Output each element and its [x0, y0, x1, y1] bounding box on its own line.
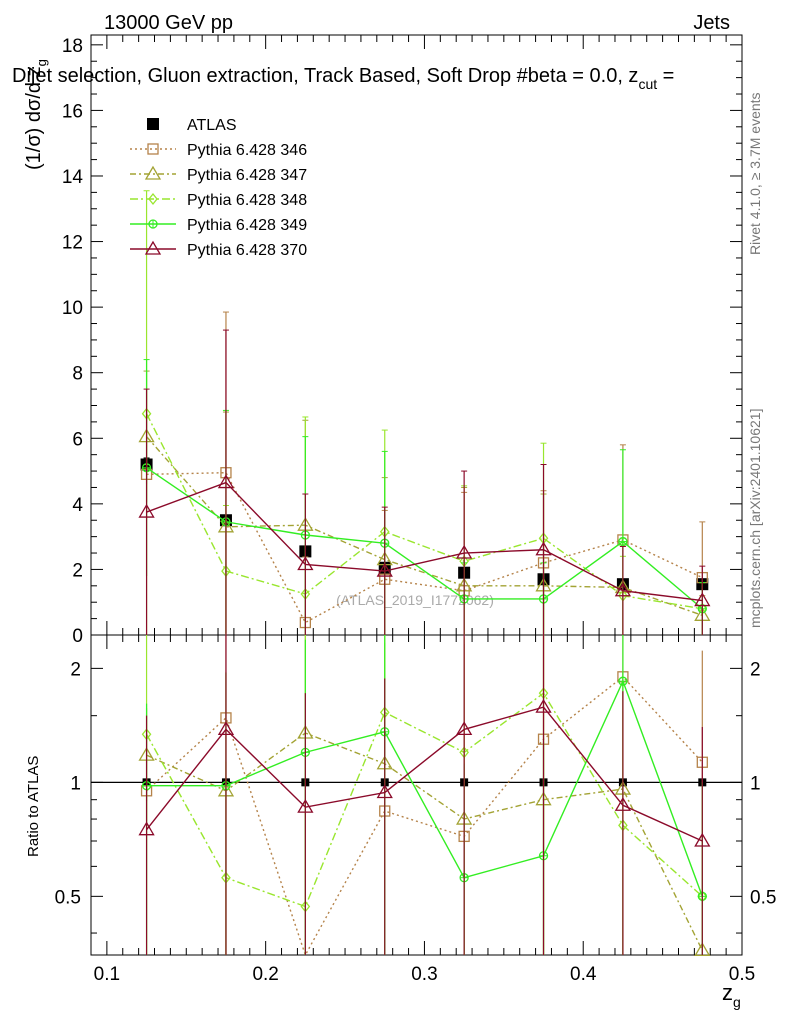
plot-title-main: Dijet selection, Gluon extraction, Track…	[12, 65, 638, 87]
x-axis-title: zg	[722, 980, 741, 1010]
ratio-line-p370	[146, 706, 703, 842]
y-tick-label: 6	[72, 429, 83, 450]
ratio-tick-label: 2	[70, 659, 81, 680]
legend-entry-p370: Pythia 6.428 370	[130, 240, 307, 259]
legend-label-p347: Pythia 6.428 347	[187, 167, 307, 184]
legend-entry-p346: Pythia 6.428 346	[130, 142, 307, 159]
y-tick-label: 2	[72, 560, 83, 581]
legend-label-data: ATLAS	[187, 117, 237, 134]
legend-marker-p348	[148, 192, 158, 206]
point-p370	[694, 592, 711, 607]
legend-marker-data	[147, 118, 159, 130]
y-tick-label: 18	[62, 36, 83, 57]
series-line-p349	[146, 467, 703, 610]
y-axis-title-ratio: Ratio to ATLAS	[25, 756, 42, 857]
ratio-line-p348	[145, 692, 703, 908]
x-tick-label: 0.1	[94, 964, 120, 985]
ratio-point-p370	[694, 832, 711, 847]
legend-marker-p346	[147, 143, 159, 155]
legend-entry-p347: Pythia 6.428 347	[130, 165, 307, 184]
mcplots-label: mcplots.cern.ch [arXiv:2401.10621]	[747, 409, 763, 628]
series-line-p370	[146, 481, 703, 602]
ratio-line-p347	[146, 732, 703, 951]
x-tick-label: 0.4	[570, 964, 597, 985]
legend-label-p346: Pythia 6.428 346	[187, 142, 307, 159]
ratio-point-p370	[297, 798, 314, 813]
legend-marker-p347	[144, 165, 162, 180]
y-tick-label: 14	[62, 167, 84, 188]
y-axis-title-text: (1/σ) dσ/d z	[23, 66, 45, 170]
x-tick-label: 0.3	[411, 964, 437, 985]
y-axis-title-sub: g	[34, 59, 49, 66]
plot-title: Dijet selection, Gluon extraction, Track…	[12, 65, 674, 92]
y-tick-label: 4	[72, 495, 83, 516]
plot-title-tail: =	[657, 65, 674, 87]
point-p370	[456, 544, 473, 559]
ratio-series-p349	[141, 635, 707, 955]
ratio-line-p346	[146, 675, 703, 957]
ratio-line-p349	[146, 679, 703, 897]
ratio-axis-ticks: 0.5 0.5 1 1 2 2	[55, 659, 776, 934]
y-axis-title-main: (1/σ) dσ/d zg	[23, 59, 49, 170]
analysis-watermark: (ATLAS_2019_I1772062)	[336, 592, 494, 608]
point-p370	[138, 503, 155, 518]
ratio-tick-label: 1	[70, 773, 81, 794]
point-p370	[614, 582, 632, 597]
x-tick-label: 0.5	[729, 964, 755, 985]
ratio-point-p347	[694, 942, 711, 957]
point-p370	[297, 556, 314, 571]
ratio-tick-label-right: 0.5	[750, 887, 776, 908]
rivet-label: Rivet 4.1.0, ≥ 3.7M events	[747, 92, 763, 255]
ratio-point-p370	[535, 698, 552, 713]
ratio-series-group	[138, 635, 711, 957]
header-left: 13000 GeV pp	[104, 12, 233, 34]
x-axis-title-text: z	[722, 980, 733, 1005]
legend-entry-p348: Pythia 6.428 348	[130, 192, 307, 209]
legend-label-p348: Pythia 6.428 348	[187, 192, 307, 209]
ratio-plot-frame	[90, 634, 743, 956]
legend-label-p370: Pythia 6.428 370	[187, 242, 307, 259]
main-series-group	[138, 190, 711, 635]
legend-label-p349: Pythia 6.428 349	[187, 217, 307, 234]
ratio-point-p370	[138, 821, 155, 836]
ratio-series-p370	[138, 635, 711, 955]
y-tick-label: 0	[72, 626, 83, 647]
series-line-p347	[146, 436, 703, 616]
y-tick-label: 16	[62, 101, 83, 122]
y-tick-label: 8	[72, 364, 83, 385]
legend-marker-p370	[144, 240, 162, 255]
ratio-point-p370	[614, 796, 632, 811]
ratio-tick-label: 0.5	[55, 887, 81, 908]
x-tick-label: 0.2	[252, 964, 278, 985]
point-p370	[217, 474, 235, 489]
x-axis-title-sub: g	[733, 994, 741, 1010]
series-p370	[138, 329, 711, 635]
plot-title-sub: cut	[638, 76, 657, 92]
ratio-tick-label-right: 2	[750, 659, 761, 680]
y-tick-label: 10	[62, 298, 83, 319]
ratio-point-p370	[217, 721, 235, 736]
ratio-tick-label-right: 1	[750, 773, 761, 794]
y-tick-label: 12	[62, 233, 83, 254]
legend-entry-p349: Pythia 6.428 349	[130, 217, 307, 234]
legend: ATLAS Pythia 6.428 346 Pythia 6.428 347 Pyt…	[130, 117, 307, 259]
header-right: Jets	[693, 12, 730, 34]
ratio-point-p370	[376, 784, 393, 799]
ratio-point-p370	[456, 721, 473, 736]
series-line-p348	[145, 413, 703, 610]
point-p370	[376, 562, 393, 577]
legend-entry-data: ATLAS	[147, 117, 237, 134]
point-p370	[535, 541, 552, 556]
